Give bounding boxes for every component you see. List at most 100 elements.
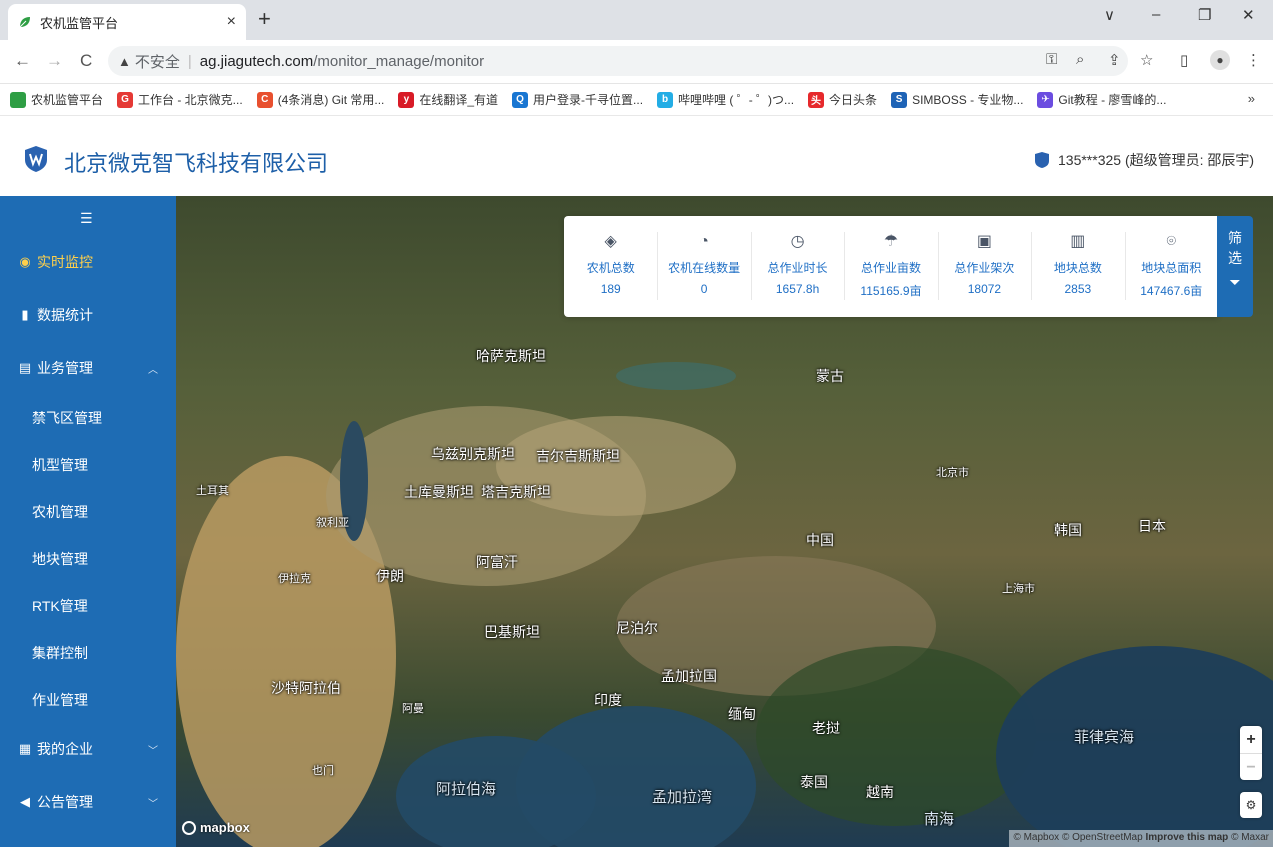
reload-icon[interactable]: C xyxy=(80,51,93,70)
sidebar-subitem-task[interactable]: 作业管理 xyxy=(32,692,88,708)
sidebar-subitem-cluster[interactable]: 集群控制 xyxy=(32,645,88,661)
forward-icon[interactable]: → xyxy=(46,51,63,70)
app-header xyxy=(0,116,1273,196)
stat-item: ◔ 农机在线数量 0 xyxy=(657,233,750,296)
map-label: 阿富汗 xyxy=(476,554,518,570)
menu-fold-icon[interactable]: ☰ xyxy=(80,210,93,226)
map-label: 吉尔吉斯斯坦 xyxy=(536,448,620,464)
filter-label-1: 筛 xyxy=(1228,230,1242,246)
mapbox-logo-text: mapbox xyxy=(200,820,250,835)
user-avatar-icon[interactable] xyxy=(1034,151,1050,169)
attribution-text[interactable]: © Mapbox © OpenStreetMap xyxy=(1013,832,1143,843)
bookmark-item[interactable]: b 哔哩哔哩 ( ゜- ゜)つ... xyxy=(657,91,794,108)
back-icon[interactable]: ← xyxy=(14,51,31,70)
map-label: 伊拉克 xyxy=(278,573,311,585)
key-icon[interactable]: ⚿ xyxy=(1046,51,1058,68)
filter-icon: ⏷ xyxy=(1229,274,1241,290)
url-host: ag.jiagutech.com xyxy=(199,52,314,70)
stats-card: ◈ 农机总数 189 ◔ 农机在线数量 0 ◷ 总作业时长 1657.8h ☂ 总作业亩数 11516… xyxy=(564,216,1218,317)
tab-search-icon[interactable]: ∨ xyxy=(1104,7,1115,24)
star-icon[interactable]: ☆ xyxy=(1140,52,1154,69)
maxar-link[interactable]: © Maxar xyxy=(1231,832,1269,843)
browser-tab[interactable]: 农机监管平台 × xyxy=(8,4,246,40)
bookmark-label: 工作台 - 北京微克... xyxy=(138,93,243,107)
security-label[interactable]: 不安全 xyxy=(134,53,180,71)
flag-icon: ▣ xyxy=(976,233,992,250)
bookmark-favicon-icon: 头 xyxy=(808,91,825,108)
bookmarks-more-icon[interactable]: » xyxy=(1247,91,1255,106)
restore-icon[interactable]: ❐ xyxy=(1198,7,1212,24)
clock-icon: ◷ xyxy=(790,233,805,250)
new-tab-icon[interactable]: + xyxy=(258,6,271,31)
chevron-up-icon: ︿ xyxy=(148,364,158,376)
sidebar-item-announcement[interactable]: ◀ 公告管理 ﹀ xyxy=(0,776,176,828)
map-label: 中国 xyxy=(806,532,834,548)
stat-value: 115165.9亩 xyxy=(860,284,922,298)
sidebar-item-enterprise[interactable]: ▦ 我的企业 ﹀ xyxy=(0,723,176,775)
map-sea-label: 南海 xyxy=(924,811,955,828)
bookmark-item[interactable]: ✈ Git教程 - 廖雪峰的... xyxy=(1037,91,1166,108)
stat-divider xyxy=(750,232,752,300)
map-label: 伊朗 xyxy=(376,568,404,584)
minimize-icon[interactable]: – xyxy=(1152,6,1161,23)
sidepanel-icon[interactable]: ▯ xyxy=(1180,52,1189,69)
map-label: 上海市 xyxy=(1002,583,1035,595)
profile-icon[interactable]: ● xyxy=(1210,50,1230,70)
bookmark-item[interactable]: y 在线翻译_有道 xyxy=(398,91,498,108)
location-icon: ◉ xyxy=(19,254,31,269)
bookmark-item[interactable]: C (4条消息) Git 常用... xyxy=(256,91,384,108)
sidebar-item-label: 实时监控 xyxy=(37,254,93,270)
address-bar[interactable]: ▲ 不安全 | ag.jiagutech.com/monitor_manage/… xyxy=(108,46,1128,76)
stat-divider xyxy=(937,232,939,300)
sidebar-subitem-rtk[interactable]: RTK管理 xyxy=(32,598,88,614)
map-sea-label: 阿拉伯海 xyxy=(436,781,497,798)
map-label: 北京市 xyxy=(936,467,969,479)
sidebar-item-label: 公告管理 xyxy=(37,794,93,810)
bookmark-label: SIMBOSS - 专业物... xyxy=(912,93,1024,107)
stat-label: 总作业亩数 xyxy=(860,261,921,275)
map-label: 阿曼 xyxy=(402,703,424,715)
stat-item: ◷ 总作业时长 1657.8h xyxy=(751,233,844,296)
document-icon: ▤ xyxy=(18,360,32,375)
bookmark-label: Git教程 - 廖雪峰的... xyxy=(1058,93,1167,107)
warning-triangle-icon[interactable]: ▲ xyxy=(118,53,131,69)
stat-item: ◈ 农机总数 189 xyxy=(564,233,657,296)
stat-value: 18072 xyxy=(967,282,1002,296)
bookmark-item[interactable]: Q 用户登录-千寻位置... xyxy=(512,91,643,108)
satellite-map[interactable]: 哈萨克斯坦 乌兹别克斯坦 吉尔吉斯斯坦 塔吉克斯坦 土库曼斯坦 阿富汗 伊朗 巴基斯坦 印度 尼泊… xyxy=(176,196,1273,847)
map-label: 土耳其 xyxy=(196,485,229,497)
bookmark-favicon-icon: b xyxy=(657,91,674,108)
sidebar-subitem-model[interactable]: 机型管理 xyxy=(32,457,88,473)
map-label: 印度 xyxy=(594,692,622,708)
close-icon[interactable]: ✕ xyxy=(1242,7,1255,24)
compass-icon[interactable]: ⚙ xyxy=(1240,792,1262,818)
sidebar-item-realtime-monitor[interactable]: ◉ 实时监控 xyxy=(0,236,176,288)
sidebar-item-business[interactable]: ▤ 业务管理 ︿ xyxy=(0,342,176,394)
leaf-icon xyxy=(19,17,30,28)
tab-close-icon[interactable]: × xyxy=(226,13,236,30)
tab-title: 农机监管平台 xyxy=(40,15,119,31)
map-label: 土库曼斯坦 xyxy=(404,484,474,500)
bookmark-item[interactable]: 农机监管平台 xyxy=(10,91,103,108)
building-icon: ▦ xyxy=(18,741,32,756)
browser-tab-strip: 农机监管平台 × + ∨ – ❐ ✕ xyxy=(0,0,1273,40)
bookmark-label: 在线翻译_有道 xyxy=(419,93,499,107)
zoom-icon[interactable]: ⌕ xyxy=(1076,51,1085,68)
bookmark-item[interactable]: 头今日头条 xyxy=(808,91,877,108)
sidebar-subitem-plot[interactable]: 地块管理 xyxy=(32,551,88,567)
user-info[interactable]: 135***325 (超级管理员: 邵辰宇) xyxy=(1058,152,1255,168)
zoom-in-button[interactable]: + xyxy=(1246,731,1256,748)
share-icon[interactable]: ⇪ xyxy=(1108,52,1121,69)
map-label: 塔吉克斯坦 xyxy=(481,484,551,500)
filter-button[interactable]: 筛 选 ⏷ xyxy=(1217,216,1253,317)
improve-map-link[interactable]: Improve this map xyxy=(1145,832,1229,843)
mapbox-logo[interactable]: mapbox xyxy=(182,820,250,835)
bookmark-item[interactable]: S SIMBOSS - 专业物... xyxy=(891,91,1023,108)
map-label: 韩国 xyxy=(1054,522,1082,538)
sidebar-subitem-nofly[interactable]: 禁飞区管理 xyxy=(32,410,102,426)
bookmark-item[interactable]: G 工作台 - 北京微克... xyxy=(117,91,243,108)
sidebar-item-data-stats[interactable]: ▮ 数据统计 xyxy=(0,289,176,341)
zoom-out-button[interactable]: − xyxy=(1240,753,1262,780)
menu-icon[interactable]: ⋮ xyxy=(1246,52,1261,69)
sidebar-subitem-machine[interactable]: 农机管理 xyxy=(32,504,88,520)
